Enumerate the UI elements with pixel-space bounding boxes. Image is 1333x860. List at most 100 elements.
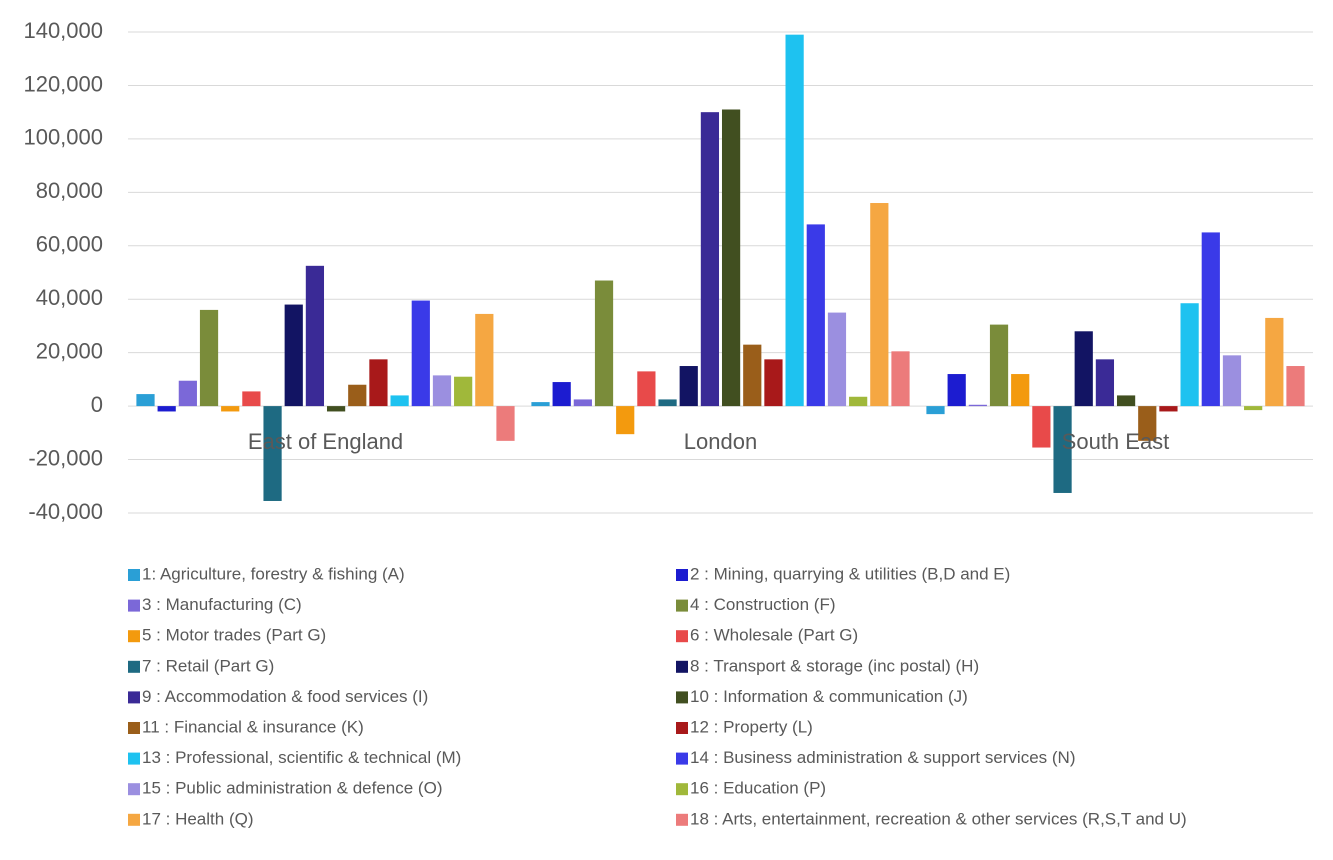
y-tick-label: 100,000 bbox=[23, 125, 103, 150]
legend-swatch bbox=[676, 691, 688, 704]
legend-label: 8 : Transport & storage (inc postal) (H) bbox=[690, 656, 979, 675]
legend-label: 16 : Education (P) bbox=[690, 779, 826, 798]
bar bbox=[531, 402, 550, 407]
legend-swatch bbox=[128, 752, 140, 765]
bar bbox=[411, 300, 430, 407]
legend-swatch bbox=[676, 630, 688, 643]
legend-swatch bbox=[128, 813, 140, 826]
y-tick-label: 20,000 bbox=[36, 338, 103, 363]
legend-swatch bbox=[128, 783, 140, 796]
bar bbox=[432, 375, 452, 407]
bar bbox=[1201, 232, 1220, 407]
bar bbox=[806, 224, 825, 407]
legend-label: 2 : Mining, quarrying & utilities (B,D a… bbox=[690, 564, 1010, 583]
bar bbox=[1286, 366, 1305, 407]
bar bbox=[870, 203, 889, 407]
x-tick-label: London bbox=[684, 429, 757, 454]
y-tick-label: -40,000 bbox=[28, 499, 103, 524]
bar bbox=[637, 371, 656, 407]
legend-swatch bbox=[128, 660, 140, 673]
bar bbox=[891, 351, 910, 407]
bar bbox=[454, 376, 473, 407]
legend-swatch bbox=[128, 630, 140, 643]
legend-swatch bbox=[128, 691, 140, 704]
y-tick-label: 0 bbox=[91, 392, 103, 417]
legend-label: 12 : Property (L) bbox=[690, 717, 813, 736]
bar bbox=[989, 324, 1009, 407]
bar bbox=[573, 399, 592, 407]
bar bbox=[1116, 395, 1136, 407]
legend-label: 15 : Public administration & defence (O) bbox=[142, 779, 442, 798]
legend-swatch bbox=[676, 722, 688, 734]
bar bbox=[475, 313, 494, 407]
bar bbox=[658, 399, 677, 407]
y-tick-label: 140,000 bbox=[23, 18, 103, 43]
bar bbox=[1180, 303, 1199, 407]
bar bbox=[1053, 406, 1072, 493]
bar bbox=[496, 406, 515, 441]
bar bbox=[827, 312, 847, 407]
bar bbox=[305, 265, 325, 407]
legend-swatch bbox=[676, 752, 688, 765]
y-tick-label: 60,000 bbox=[36, 232, 103, 257]
bar bbox=[326, 406, 346, 412]
bar bbox=[263, 406, 282, 501]
legend-swatch bbox=[128, 599, 140, 612]
legend-swatch bbox=[676, 813, 688, 826]
legend-swatch bbox=[128, 569, 140, 581]
bar bbox=[1244, 406, 1263, 411]
bar bbox=[1222, 355, 1242, 407]
legend-label: 6 : Wholesale (Part G) bbox=[690, 626, 858, 645]
legend-label: 11 : Financial & insurance (K) bbox=[142, 717, 364, 736]
legend-label: 17 : Health (Q) bbox=[142, 809, 254, 828]
bar bbox=[849, 396, 868, 407]
bar bbox=[1032, 406, 1051, 448]
y-tick-label: 120,000 bbox=[23, 71, 103, 96]
bar bbox=[136, 394, 155, 407]
bar bbox=[199, 309, 219, 407]
legend-label: 5 : Motor trades (Part G) bbox=[142, 626, 326, 645]
y-tick-label: 40,000 bbox=[36, 285, 103, 310]
legend-label: 9 : Accommodation & food services (I) bbox=[142, 687, 428, 706]
bar bbox=[221, 406, 240, 412]
bar bbox=[348, 384, 367, 407]
legend-label: 10 : Information & communication (J) bbox=[690, 687, 968, 706]
bar bbox=[1074, 331, 1093, 407]
legend-swatch bbox=[676, 599, 688, 612]
bar bbox=[785, 34, 804, 407]
legend-swatch bbox=[676, 569, 688, 581]
bar bbox=[947, 374, 966, 407]
legend-label: 1: Agriculture, forestry & fishing (A) bbox=[142, 564, 405, 583]
bar bbox=[1011, 374, 1030, 407]
bar bbox=[242, 391, 261, 407]
bar bbox=[1265, 317, 1284, 407]
legend-label: 4 : Construction (F) bbox=[690, 595, 836, 614]
x-tick-label: East of England bbox=[248, 429, 403, 454]
y-tick-label: -20,000 bbox=[28, 445, 103, 470]
bar bbox=[369, 359, 388, 407]
legend-swatch bbox=[676, 783, 688, 796]
bar bbox=[284, 304, 303, 407]
bar bbox=[390, 395, 409, 407]
bar bbox=[700, 112, 720, 407]
bar bbox=[926, 406, 945, 415]
bar bbox=[552, 382, 571, 407]
bar bbox=[721, 109, 741, 407]
y-tick-label: 80,000 bbox=[36, 178, 103, 203]
bar bbox=[1159, 406, 1178, 412]
legend-label: 7 : Retail (Part G) bbox=[142, 656, 274, 675]
x-tick-label: South East bbox=[1062, 429, 1170, 454]
legend-swatch bbox=[128, 722, 140, 734]
bar bbox=[968, 404, 987, 407]
bar bbox=[178, 380, 197, 407]
legend-label: 14 : Business administration & support s… bbox=[690, 748, 1076, 767]
bar bbox=[1138, 406, 1157, 441]
bar bbox=[1095, 359, 1115, 407]
legend-swatch bbox=[676, 660, 688, 673]
bar bbox=[594, 280, 614, 407]
legend-label: 3 : Manufacturing (C) bbox=[142, 595, 302, 614]
legend-label: 13 : Professional, scientific & technica… bbox=[142, 748, 461, 767]
bar bbox=[764, 359, 783, 407]
bar bbox=[743, 344, 762, 407]
bar bbox=[616, 406, 635, 435]
